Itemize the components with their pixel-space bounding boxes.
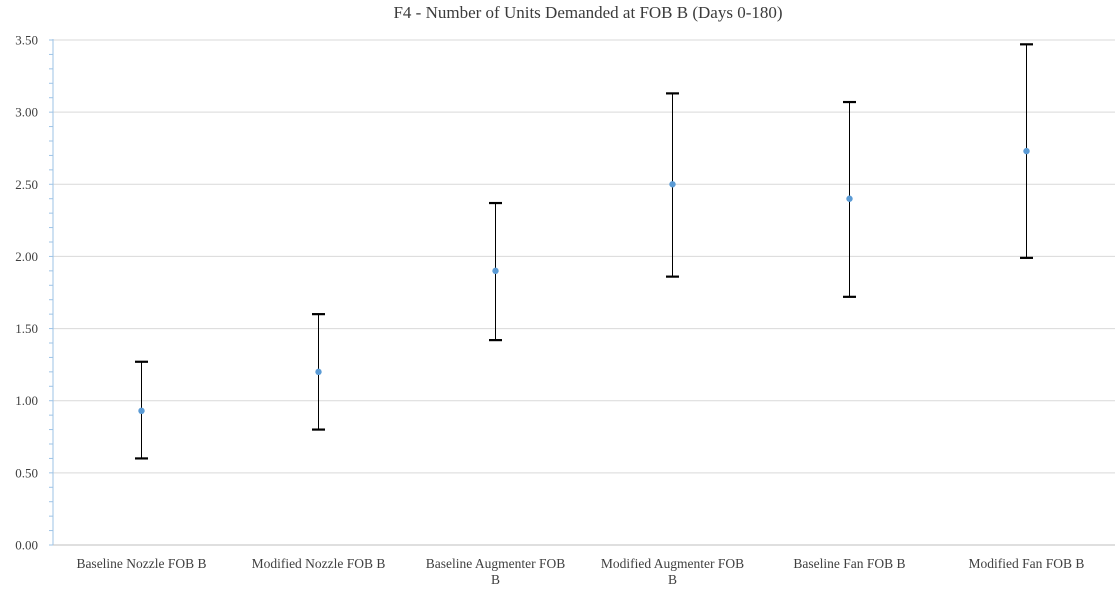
x-category-label-line: Modified Augmenter FOB bbox=[601, 556, 744, 571]
data-point bbox=[492, 267, 499, 275]
data-point bbox=[138, 407, 145, 415]
data-point bbox=[846, 195, 853, 202]
x-axis-categories: Baseline Nozzle FOB B Modified Nozzle FOB… bbox=[76, 556, 1084, 587]
x-category-label-line: B bbox=[491, 572, 500, 587]
chart-title: F4 - Number of Units Demanded at FOB B (… bbox=[393, 3, 782, 22]
x-category-label: Modified Nozzle FOB B bbox=[252, 556, 386, 571]
x-category-label-line: Baseline Nozzle FOB B bbox=[76, 556, 206, 571]
y-axis-ticks: 0.00 0.50 1.00 1.50 2.00 2.50 3.00 3.50 bbox=[15, 33, 38, 553]
data-point bbox=[1023, 147, 1030, 155]
x-category-label: Baseline Nozzle FOB B bbox=[76, 556, 206, 571]
y-tick-label: 3.00 bbox=[15, 105, 38, 120]
data-points bbox=[138, 147, 1030, 415]
x-category-label-line: Baseline Fan FOB B bbox=[793, 556, 905, 571]
x-category-label: Baseline Augmenter FOB B bbox=[426, 556, 565, 587]
y-tick-label: 2.50 bbox=[15, 177, 38, 192]
y-tick-label: 1.50 bbox=[15, 321, 38, 336]
data-point bbox=[669, 181, 676, 188]
x-category-label: Baseline Fan FOB B bbox=[793, 556, 905, 571]
y-tick-label: 2.00 bbox=[15, 249, 38, 264]
data-point bbox=[315, 368, 322, 376]
x-category-label: Modified Augmenter FOB B bbox=[601, 556, 744, 587]
y-tick-label: 3.50 bbox=[15, 33, 38, 48]
axes bbox=[49, 39, 1115, 546]
error-bars bbox=[135, 43, 1033, 460]
y-tick-label: 0.00 bbox=[15, 538, 38, 553]
gridlines bbox=[53, 39, 1115, 474]
x-category-label-line: B bbox=[668, 572, 677, 587]
x-category-label-line: Baseline Augmenter FOB bbox=[426, 556, 565, 571]
x-category-label: Modified Fan FOB B bbox=[969, 556, 1085, 571]
x-category-label-line: Modified Nozzle FOB B bbox=[252, 556, 386, 571]
y-tick-label: 1.00 bbox=[15, 393, 38, 408]
x-category-label-line: Modified Fan FOB B bbox=[969, 556, 1085, 571]
y-tick-label: 0.50 bbox=[15, 465, 38, 480]
